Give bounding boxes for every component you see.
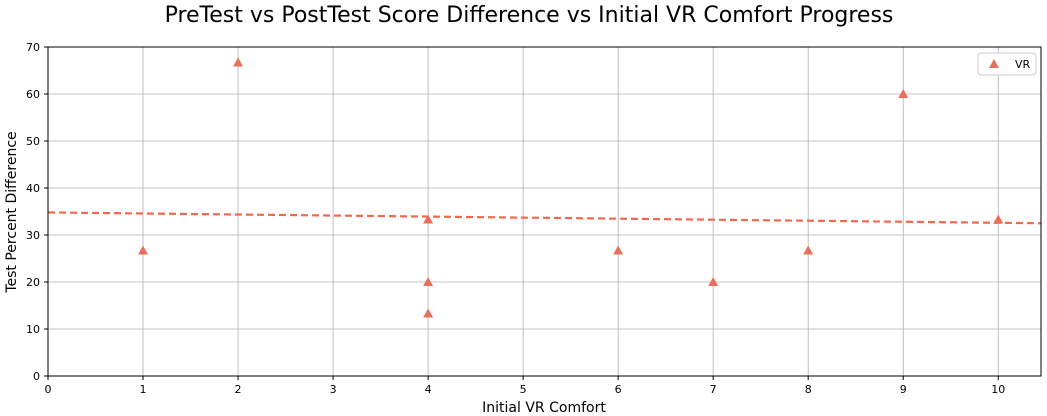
data-point xyxy=(423,277,434,286)
y-axis-ticks: 0 10 20 30 40 50 60 70 xyxy=(26,41,48,383)
legend-label-vr: VR xyxy=(1015,58,1031,71)
y-tick-label: 40 xyxy=(26,182,40,195)
x-tick-label: 4 xyxy=(425,383,432,396)
legend: VR xyxy=(977,52,1037,76)
data-point xyxy=(423,308,434,318)
trendline xyxy=(47,211,1042,225)
x-tick-label: 3 xyxy=(330,383,337,396)
data-point xyxy=(898,89,909,98)
y-tick-label: 0 xyxy=(33,370,40,383)
data-point xyxy=(803,245,814,255)
data-point xyxy=(233,57,244,67)
y-tick-label: 70 xyxy=(26,41,40,54)
trendline-layer xyxy=(47,211,1042,225)
data-point xyxy=(613,245,624,255)
y-tick-label: 30 xyxy=(26,229,40,242)
y-tick-label: 10 xyxy=(26,323,40,336)
x-tick-label: 5 xyxy=(520,383,527,396)
x-tick-label: 0 xyxy=(45,383,52,396)
x-tick-label: 6 xyxy=(615,383,622,396)
data-point xyxy=(138,245,149,255)
data-point xyxy=(993,214,1004,224)
data-points-layer xyxy=(138,57,1004,318)
y-axis-label: Test Percent Difference xyxy=(4,131,20,293)
y-tick-label: 20 xyxy=(26,276,40,289)
y-tick-label: 50 xyxy=(26,135,40,148)
data-point xyxy=(708,277,719,286)
x-tick-label: 9 xyxy=(900,383,907,396)
x-tick-label: 8 xyxy=(805,383,812,396)
y-tick-label: 60 xyxy=(26,88,40,101)
x-tick-label: 10 xyxy=(991,383,1005,396)
legend-marker-vr xyxy=(989,59,999,68)
x-tick-label: 2 xyxy=(235,383,242,396)
chart-title: PreTest vs PostTest Score Difference vs … xyxy=(165,3,894,28)
grid-layer xyxy=(47,46,1041,377)
plot-area-frame xyxy=(47,46,1042,377)
x-axis-label: Initial VR Comfort xyxy=(482,400,606,416)
legend-box xyxy=(977,52,1037,76)
x-tick-label: 7 xyxy=(710,383,717,396)
x-tick-label: 1 xyxy=(140,383,147,396)
x-axis-ticks: 0 1 2 3 4 5 6 7 8 9 10 xyxy=(45,376,1005,396)
data-point xyxy=(423,214,434,224)
